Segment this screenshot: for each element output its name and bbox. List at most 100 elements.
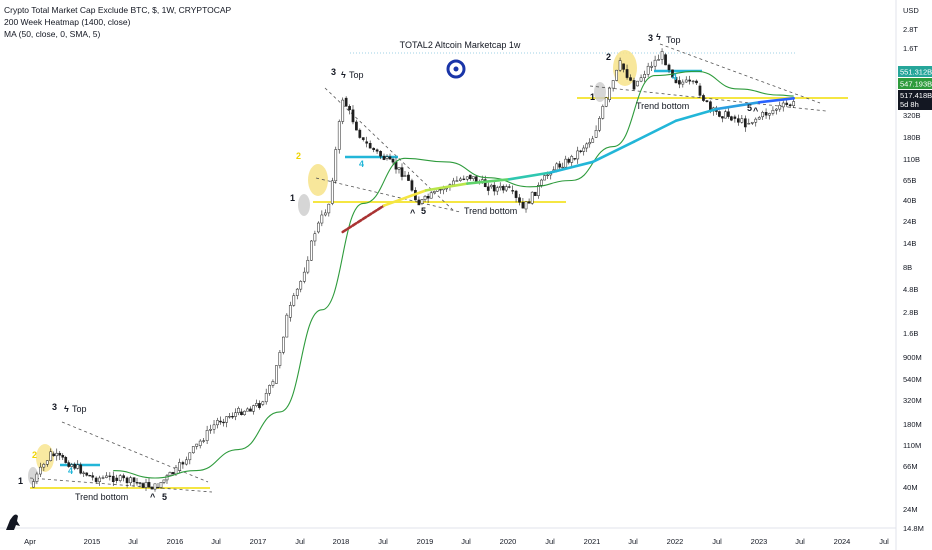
x-tick-label: Jul xyxy=(628,537,638,546)
candle-body xyxy=(657,59,660,61)
candle-body xyxy=(388,156,392,160)
zone-1-2015 xyxy=(28,467,38,485)
candle-body xyxy=(341,99,345,122)
caret-icon-2015: ^ xyxy=(150,492,156,502)
candle-body xyxy=(629,77,632,81)
heatmap-segment xyxy=(549,160,595,174)
candle-body xyxy=(702,95,705,101)
candle-body xyxy=(147,482,151,488)
y-tick-label: 180B xyxy=(903,133,921,142)
y-tick-label: 40M xyxy=(903,483,918,492)
candle-body xyxy=(530,191,534,204)
candle-body xyxy=(295,288,299,296)
candle-body xyxy=(498,185,502,188)
heatmap-segment xyxy=(632,119,678,144)
candle-body xyxy=(118,475,122,481)
candle-body xyxy=(432,191,436,194)
candle-body xyxy=(268,385,271,394)
y-tick-label: 110M xyxy=(903,441,921,450)
candle-body xyxy=(317,222,320,233)
trendline-upper-2018 xyxy=(324,87,456,213)
y-tick-label: 8B xyxy=(903,263,912,272)
candle-body xyxy=(462,178,466,180)
candle-body xyxy=(452,180,455,185)
candle-body xyxy=(492,184,496,192)
candle-body xyxy=(205,430,209,441)
x-tick-label: 2021 xyxy=(584,537,601,546)
ma-50-line xyxy=(113,70,794,479)
candle-body xyxy=(514,190,518,198)
candle-body xyxy=(178,462,181,471)
top-icon-2021: ϟ xyxy=(656,32,661,42)
candle-body xyxy=(667,64,671,71)
y-tick-label: 14B xyxy=(903,239,916,248)
candle-body xyxy=(618,60,622,71)
candle-body xyxy=(730,116,733,121)
candle-body xyxy=(420,199,424,204)
x-tick-label: Jul xyxy=(712,537,722,546)
candle-body xyxy=(181,462,185,465)
candle-body xyxy=(727,111,730,117)
candle-body xyxy=(168,472,172,476)
candle-body xyxy=(771,110,775,114)
candle-body xyxy=(471,176,475,180)
candle-body xyxy=(132,477,136,483)
candle-body xyxy=(91,475,95,478)
candle-body xyxy=(721,116,724,119)
y-tick-label: 24B xyxy=(903,217,916,226)
candle-body xyxy=(576,150,580,160)
candle-body xyxy=(261,401,265,405)
y-tick-label: 14.8M xyxy=(903,524,924,533)
x-axis[interactable]: Apr 2015 Jul 2016 Jul 2017 Jul 2018 Jul 2019 Jul 20… xyxy=(24,537,889,546)
candle-body xyxy=(237,408,240,414)
y-tick-label: 4.8B xyxy=(903,285,918,294)
candle-body xyxy=(511,190,515,192)
candle-body xyxy=(348,106,351,111)
target-marker xyxy=(446,59,466,79)
price-tags: 551.312B 547.193B 517.418B 5d 8h xyxy=(898,66,932,110)
candle-body xyxy=(174,467,178,475)
heatmap-segment xyxy=(591,140,636,164)
candle-body xyxy=(543,175,546,181)
candle-body xyxy=(382,155,386,160)
candle-body xyxy=(302,271,306,282)
candle-body xyxy=(88,475,92,477)
candle-body xyxy=(219,420,222,423)
candle-body xyxy=(650,65,653,68)
candle-body xyxy=(764,112,768,116)
candle-body xyxy=(757,117,761,120)
price-tag-ma-bg xyxy=(898,78,932,89)
candle-body xyxy=(310,240,313,261)
y-tick-label: 320B xyxy=(903,111,921,120)
x-tick-label: 2015 xyxy=(84,537,101,546)
trendline-upper-2015 xyxy=(61,421,209,483)
heatmap-segment xyxy=(674,107,719,123)
candle-body xyxy=(423,195,427,200)
caret-icon-2022: ^ xyxy=(753,106,759,116)
candle-body xyxy=(501,185,505,191)
x-tick-label: 2024 xyxy=(834,537,851,546)
zone-2-2021 xyxy=(613,50,637,86)
x-tick-label: Jul xyxy=(879,537,889,546)
candle-body xyxy=(495,187,499,192)
candle-body xyxy=(400,167,404,177)
x-tick-label: Jul xyxy=(128,537,138,546)
candle-body xyxy=(698,85,702,96)
candle-body xyxy=(202,440,206,442)
candle-body xyxy=(372,147,375,150)
candle-body xyxy=(144,482,148,488)
annotation-top-2015: Top xyxy=(72,404,87,414)
candle-body xyxy=(561,166,565,169)
candle-body xyxy=(660,51,664,60)
candle-body xyxy=(159,482,163,488)
candle-body xyxy=(582,147,586,152)
candle-body xyxy=(61,455,65,458)
candle-body xyxy=(64,457,68,463)
candle-body xyxy=(407,174,410,181)
x-tick-label: 2020 xyxy=(500,537,517,546)
top-icon-2015: ϟ xyxy=(64,404,69,414)
candle-body xyxy=(455,180,459,182)
annotation-4-2015: 4 xyxy=(68,466,73,476)
candle-body xyxy=(327,203,331,214)
